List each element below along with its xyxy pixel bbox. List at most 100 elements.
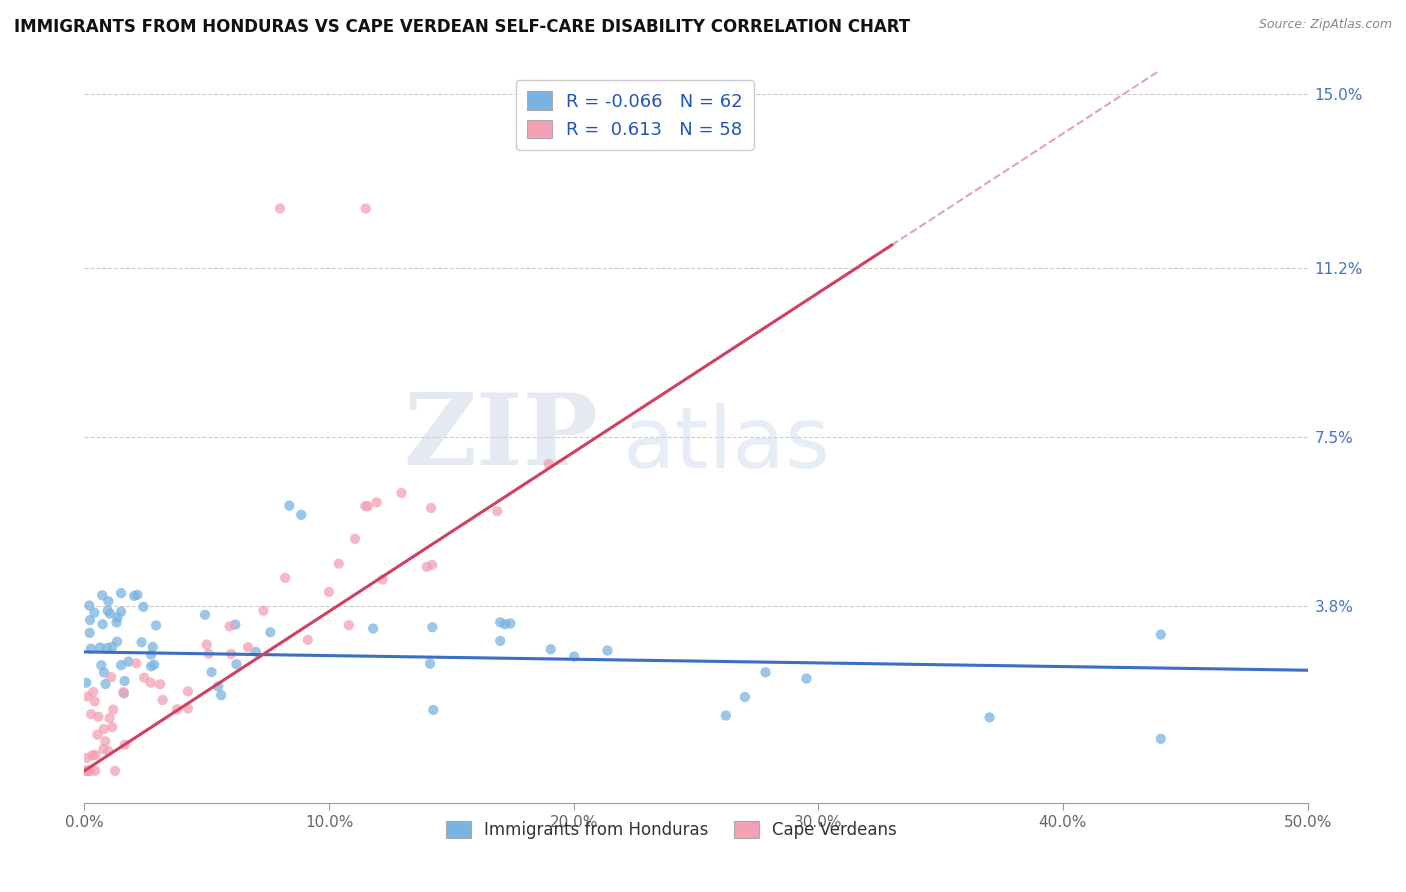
Point (274, 571, 297, 585)
Point (344, 532, 367, 546)
Point (366, 495, 388, 509)
Point (499, 616, 522, 631)
Point (114, 673, 136, 688)
Point (337, 618, 360, 632)
Point (494, 617, 516, 632)
Point (562, 649, 585, 664)
Point (371, 573, 394, 587)
Point (489, 615, 512, 630)
Point (177, 684, 200, 698)
Point (139, 659, 162, 673)
Point (90, 658, 112, 673)
Point (422, 703, 444, 717)
Point (139, 675, 162, 690)
Point (91, 588, 114, 602)
Point (80, 641, 103, 656)
Point (145, 618, 167, 632)
Point (82, 748, 104, 763)
Point (83, 694, 105, 708)
Point (419, 657, 441, 671)
Point (152, 693, 174, 707)
Text: ZIP: ZIP (404, 389, 598, 485)
Point (127, 588, 149, 602)
Point (134, 671, 156, 685)
Point (200, 665, 222, 679)
Point (149, 677, 172, 691)
Point (236, 640, 259, 655)
Point (105, 634, 128, 648)
Legend: Immigrants from Honduras, Cape Verdeans: Immigrants from Honduras, Cape Verdeans (440, 814, 904, 846)
Text: atlas: atlas (623, 403, 831, 486)
Point (75, 764, 97, 778)
Point (278, 499, 301, 513)
Point (132, 599, 155, 614)
Point (391, 486, 413, 500)
Point (537, 457, 560, 471)
Point (139, 648, 162, 662)
Point (82, 685, 104, 699)
Point (77, 764, 100, 778)
Point (98, 711, 121, 725)
Text: Source: ZipAtlas.com: Source: ZipAtlas.com (1258, 18, 1392, 31)
Point (75, 675, 97, 690)
Point (122, 589, 145, 603)
Point (420, 500, 443, 515)
Point (89, 640, 111, 655)
Point (357, 499, 380, 513)
Point (97, 604, 120, 618)
Point (297, 632, 319, 647)
Point (77, 599, 100, 613)
Point (197, 647, 219, 661)
Point (117, 655, 139, 669)
Point (143, 657, 166, 672)
Point (107, 610, 129, 624)
Point (225, 657, 247, 672)
Point (97, 744, 120, 758)
Point (131, 635, 153, 649)
Point (259, 625, 281, 640)
Point (112, 686, 135, 700)
Point (98, 607, 121, 621)
Point (84, 747, 107, 762)
Point (218, 619, 240, 633)
Point (177, 701, 200, 715)
Point (142, 640, 165, 654)
Point (79, 764, 101, 778)
Point (290, 508, 312, 522)
Point (416, 559, 439, 574)
Point (94, 734, 117, 748)
Point (87, 710, 110, 724)
Point (93, 665, 115, 680)
Point (754, 665, 776, 680)
Point (101, 720, 124, 734)
Point (110, 605, 132, 619)
Point (224, 617, 246, 632)
Text: IMMIGRANTS FROM HONDURAS VS CAPE VERDEAN SELF-CARE DISABILITY CORRELATION CHART: IMMIGRANTS FROM HONDURAS VS CAPE VERDEAN… (14, 18, 910, 36)
Point (103, 703, 125, 717)
Point (100, 670, 122, 684)
Point (252, 604, 274, 618)
Point (80, 707, 103, 722)
Point (112, 685, 135, 699)
Point (1150, 627, 1173, 641)
Point (77, 764, 100, 778)
Point (79, 613, 101, 627)
Point (979, 710, 1001, 724)
Point (76, 751, 98, 765)
Point (125, 657, 148, 671)
Point (104, 764, 127, 778)
Point (219, 647, 242, 661)
Point (420, 620, 443, 634)
Point (734, 690, 756, 704)
Point (75, 764, 97, 778)
Point (114, 738, 136, 752)
Point (94, 677, 117, 691)
Point (86, 728, 108, 742)
Point (245, 645, 267, 659)
Point (714, 708, 737, 723)
Point (354, 202, 377, 216)
Point (1150, 731, 1173, 746)
Point (97, 594, 120, 608)
Point (207, 680, 229, 694)
Point (76, 690, 98, 704)
